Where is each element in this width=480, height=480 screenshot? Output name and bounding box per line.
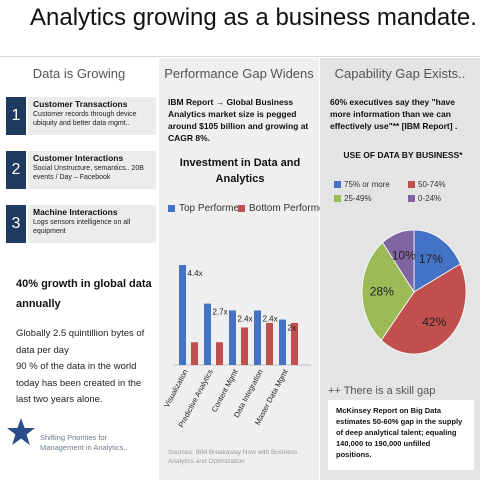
bar-data-label: 2.4x: [263, 314, 278, 323]
legend-swatch: [334, 181, 341, 188]
pie-legend-item: 25-49%: [334, 194, 372, 203]
bar-chart-title: Investment in Data and Analytics: [179, 157, 301, 185]
x-tick-label: Visualization: [162, 368, 190, 409]
legend-label: 0-24%: [418, 194, 442, 203]
bar-top-performer: [279, 319, 286, 365]
bar-bottom-performer: [266, 322, 273, 365]
growth-item-2: 2 Customer Interactions Social Unstructu…: [6, 151, 156, 189]
title-divider: [0, 56, 480, 57]
legend-label: Top Performer: [179, 203, 243, 214]
pie-data-label: 42%: [422, 315, 446, 329]
bar-bottom-performer: [241, 327, 248, 365]
growth-item-number: 2: [6, 151, 26, 189]
bar-data-label: 4.4x: [188, 269, 203, 278]
bar-data-label: 2.4x: [238, 314, 253, 323]
ibm-report-text: IBM Report → Global Business Analytics m…: [168, 97, 309, 143]
growth-item-title: Customer Interactions: [33, 153, 124, 163]
bar-top-performer: [229, 310, 236, 365]
legend-swatch: [408, 181, 415, 188]
column1-header: Data is Growing: [32, 66, 126, 81]
column3-header: Capability Gap Exists..: [334, 66, 466, 81]
legend-top-performer: Top Performer: [168, 203, 242, 214]
legend-label: 50-74%: [418, 180, 446, 189]
bar-top-performer: [254, 310, 261, 365]
pie-legend-item: 75% or more: [334, 180, 390, 189]
legend-swatch: [238, 205, 245, 212]
legend-label: 75% or more: [344, 180, 390, 189]
legend-swatch: [408, 195, 415, 202]
sources-note: Sources: IBM Breakaway Now with Business…: [168, 449, 298, 465]
pie-data-label: 28%: [370, 284, 394, 298]
growth-item-title: Machine Interactions: [33, 207, 118, 217]
growth-item-desc: Logs sensors intelligence on all equipme…: [33, 219, 131, 235]
skill-gap-heading: ++ There is a skill gap: [328, 385, 436, 397]
legend-bottom-performer: Bottom Performer: [238, 203, 328, 214]
growth-text: Globally 2.5 quintillion bytes of data p…: [16, 328, 145, 405]
pie-legend-item: 0-24%: [408, 194, 441, 203]
star-icon: [6, 417, 36, 447]
pie-data-label: 17%: [419, 252, 443, 266]
pie-slice: [380, 263, 467, 355]
growth-heading: 40% growth in global data annually: [16, 278, 152, 310]
bar-data-label: 2x: [288, 324, 296, 333]
bar-bottom-performer: [216, 342, 223, 365]
growth-item-number: 1: [6, 97, 26, 135]
pie-slice: [413, 229, 461, 293]
skill-gap-text: McKinsey Report on Big Data estimates 50…: [328, 400, 474, 470]
growth-item-desc: Social Unstructure, semantics.. 20B even…: [33, 165, 144, 181]
data-use-pie-chart: 17% 42% 28% 10%: [361, 229, 467, 355]
bar-bottom-performer: [291, 322, 298, 365]
growth-item-1: 1 Customer Transactions Customer records…: [6, 97, 156, 135]
pie-legend-item: 50-74%: [408, 180, 446, 189]
bar-top-performer: [204, 303, 211, 365]
growth-item-desc: Customer records through device ubiquity…: [33, 111, 137, 127]
legend-label: 25-49%: [344, 194, 372, 203]
executives-quote: 60% executives say they "have more infor…: [330, 97, 458, 131]
bar-data-label: 2.7x: [213, 308, 228, 317]
pie-chart-title: USE OF DATA BY BUSINESS*: [343, 150, 463, 160]
growth-item-title: Customer Transactions: [33, 99, 128, 109]
column2-header: Performance Gap Widens: [164, 66, 314, 81]
legend-swatch: [334, 195, 341, 202]
growth-item-3: 3 Machine Interactions Logs sensors inte…: [6, 205, 156, 243]
bar-top-performer: [179, 265, 186, 365]
shifting-priorities-text: Shifting Priorities for Management in An…: [40, 433, 128, 452]
pie-slice: [361, 241, 415, 341]
legend-label: Bottom Performer: [249, 203, 328, 214]
bar-bottom-performer: [191, 342, 198, 365]
page-title: Analytics growing as a business mandate.: [30, 4, 477, 31]
legend-swatch: [168, 205, 175, 212]
pie-slice: [382, 229, 415, 294]
growth-item-number: 3: [6, 205, 26, 243]
pie-data-label: 10%: [392, 249, 416, 263]
